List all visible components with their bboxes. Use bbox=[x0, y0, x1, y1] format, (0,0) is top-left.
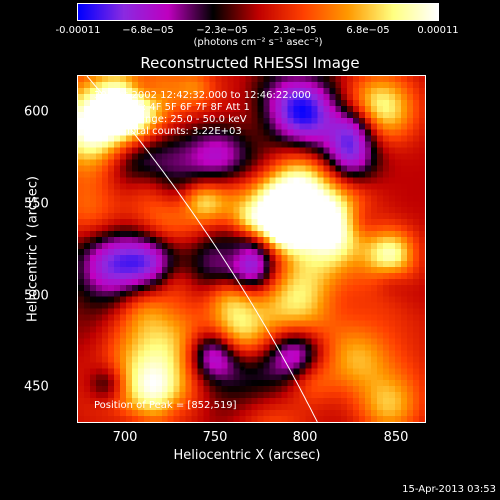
y-axis-label: Heliocentric Y (arcsec) bbox=[25, 176, 41, 322]
x-tick-label: 800 bbox=[292, 430, 318, 445]
y-tick-label: 450 bbox=[24, 379, 49, 395]
colorbar-tick-label: 6.8e−05 bbox=[346, 25, 390, 36]
heatmap-image bbox=[78, 76, 425, 422]
y-tick-label: 550 bbox=[24, 196, 49, 212]
colorbar-gradient bbox=[77, 3, 439, 21]
colorbar-tick-label: −6.8e−05 bbox=[122, 25, 174, 36]
plot-overlay bbox=[86, 76, 318, 422]
x-tick-label: 700 bbox=[112, 430, 138, 445]
y-tick-label: 600 bbox=[24, 104, 49, 120]
colorbar-tick-label: 0.00011 bbox=[417, 25, 459, 36]
info-energy-range: Energy Range: 25.0 - 50.0 keV bbox=[94, 114, 247, 125]
colorbar bbox=[77, 3, 439, 21]
colorbar-units-label: (photons cm⁻² s⁻¹ asec⁻²) bbox=[193, 37, 323, 48]
info-time-range: 30-Oct-2002 12:42:32.000 to 12:46:22.000 bbox=[94, 90, 311, 101]
colorbar-tick-label: −2.3e−05 bbox=[196, 25, 248, 36]
colorbar-tick-label: -0.00011 bbox=[55, 25, 101, 36]
timestamp: 15-Apr-2013 03:53 bbox=[402, 484, 496, 495]
x-axis-label: Heliocentric X (arcsec) bbox=[173, 448, 321, 463]
y-tick-label: 500 bbox=[24, 288, 49, 304]
chart-title: Reconstructed RHESSI Image bbox=[140, 54, 360, 72]
x-tick-label: 750 bbox=[202, 430, 228, 445]
heatmap-plot-area bbox=[77, 75, 426, 423]
colorbar-tick-label: 2.3e−05 bbox=[273, 25, 317, 36]
x-tick-label: 850 bbox=[383, 430, 409, 445]
info-peak-position: Position of Peak = [852,519] bbox=[94, 400, 237, 411]
solar-limb-arc bbox=[86, 76, 318, 422]
info-clean-counts: Clean Total counts: 3.22E+03 bbox=[94, 126, 242, 137]
minimum-marker bbox=[240, 366, 245, 371]
info-detectors: Detectors: 4F 5F 6F 7F 8F Att 1 bbox=[94, 102, 250, 113]
